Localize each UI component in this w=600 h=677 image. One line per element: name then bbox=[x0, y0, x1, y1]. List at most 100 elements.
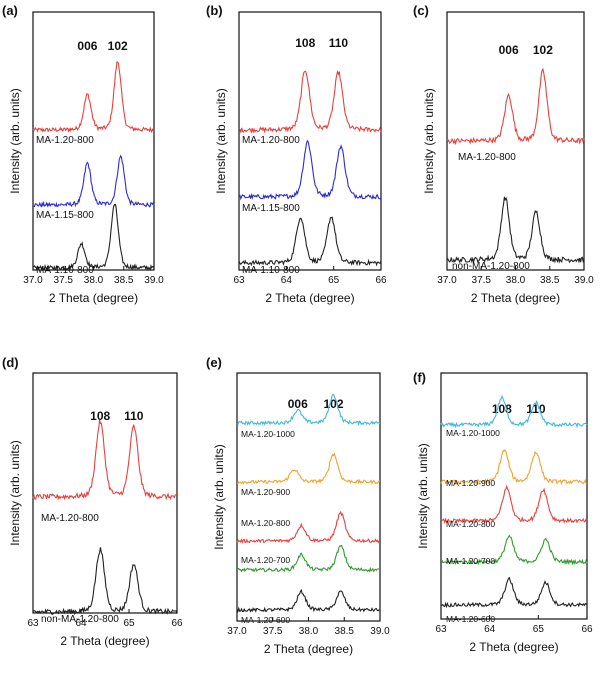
series-label: non-MA-1.20-800 bbox=[452, 261, 530, 272]
panel-label: (d) bbox=[2, 355, 19, 370]
x-tick-label: 38.5 bbox=[335, 626, 355, 637]
series-label: MA-1.20-1000 bbox=[446, 428, 500, 438]
series-label: MA-1.20-1000 bbox=[241, 429, 295, 439]
peak-label-006: 006 bbox=[499, 43, 519, 57]
x-axis-label: 2 Theta (degree) bbox=[471, 291, 560, 305]
trace-MA-1.20-700 bbox=[440, 534, 588, 566]
y-axis-label: Intensity (arb. units) bbox=[8, 88, 22, 193]
trace-MA-1.20-800 bbox=[236, 510, 381, 544]
trace-MA-1.20-900 bbox=[440, 449, 588, 486]
trace-MA-1.15-800 bbox=[238, 139, 382, 201]
x-axis-label: 2 Theta (degree) bbox=[469, 640, 558, 654]
x-tick-label: 38.0 bbox=[506, 275, 526, 286]
panel-label: (f) bbox=[413, 370, 426, 385]
peak-label-110: 110 bbox=[329, 36, 349, 50]
series-label: non-MA-1.20-800 bbox=[41, 614, 119, 625]
series-label: MA-1.20-800 bbox=[242, 135, 300, 146]
x-tick-label: 64 bbox=[484, 624, 496, 635]
x-tick-label: 63 bbox=[233, 275, 245, 286]
y-axis-label: Intensity (arb. units) bbox=[422, 88, 436, 193]
series-label: MA-1.20-800 bbox=[41, 513, 99, 524]
x-tick-label: 39.0 bbox=[574, 275, 594, 286]
plot-frame bbox=[236, 372, 381, 622]
peak-label-102: 102 bbox=[533, 43, 553, 57]
x-axis-label: 2 Theta (degree) bbox=[265, 291, 354, 305]
trace-MA-1.20-800 bbox=[238, 69, 382, 134]
x-tick-label: 38.0 bbox=[299, 626, 319, 637]
x-tick-label: 65 bbox=[123, 618, 135, 629]
panel-c: (c) 37.0 37.5 38.0 38.5 39.0 2 Theta (degree) I… bbox=[413, 3, 594, 305]
x-axis-label: 2 Theta (degree) bbox=[49, 291, 138, 305]
panel-label: (c) bbox=[413, 3, 429, 18]
x-tick-label: 37.5 bbox=[472, 275, 492, 286]
peak-label-102: 102 bbox=[324, 397, 344, 411]
x-tick-label: 66 bbox=[581, 624, 593, 635]
series-label: MA-1.20-700 bbox=[241, 555, 290, 565]
x-tick-label: 63 bbox=[435, 624, 447, 635]
trace-MA-1.20-800 bbox=[32, 419, 178, 501]
x-tick-label: 65 bbox=[328, 275, 340, 286]
series-label: MA-1.20-900 bbox=[446, 478, 495, 488]
series-label: MA-1.20-800 bbox=[241, 518, 290, 528]
x-tick-label: 37.0 bbox=[227, 626, 247, 637]
trace-MA-1.15-800 bbox=[33, 154, 155, 208]
series-label: MA-1.20-600 bbox=[241, 615, 290, 625]
x-axis-label: 2 Theta (degree) bbox=[264, 642, 353, 656]
x-tick-label: 66 bbox=[171, 618, 183, 629]
y-axis-label: Intensity (arb. units) bbox=[212, 444, 226, 549]
series-label: MA-1.20-800 bbox=[458, 152, 516, 163]
trace-MA-1.20-600 bbox=[236, 588, 380, 614]
x-tick-label: 63 bbox=[27, 618, 39, 629]
series-label: MA-1.20-900 bbox=[241, 487, 290, 497]
trace-MA-1.10-800 bbox=[32, 203, 155, 272]
x-tick-label: 37.5 bbox=[54, 275, 74, 286]
trace-non-MA-1.20-800 bbox=[446, 196, 585, 265]
series-label: MA-1.10-800 bbox=[242, 265, 300, 276]
x-tick-label: 37.5 bbox=[263, 626, 283, 637]
series-label: MA-1.15-800 bbox=[242, 203, 300, 214]
panel-label: (b) bbox=[206, 3, 223, 18]
x-tick-label: 38.5 bbox=[540, 275, 560, 286]
trace-MA-1.20-800 bbox=[32, 61, 155, 134]
plot-frame bbox=[440, 372, 588, 620]
x-tick-label: 37.0 bbox=[437, 275, 457, 286]
x-tick-label: 37.0 bbox=[23, 275, 43, 286]
trace-MA-1.20-800 bbox=[440, 484, 588, 524]
series-label: MA-1.15-800 bbox=[36, 210, 94, 221]
y-axis-label: Intensity (arb. units) bbox=[416, 443, 430, 548]
y-axis-label: Intensity (arb. units) bbox=[214, 88, 228, 193]
series-label: MA-1.20-800 bbox=[36, 135, 94, 146]
peak-label-006: 006 bbox=[77, 39, 97, 53]
trace-non-MA-1.20-800 bbox=[32, 547, 178, 616]
trace-MA-1.20-1000 bbox=[236, 394, 381, 427]
plot-frame bbox=[32, 372, 178, 614]
panel-f: (f) 63 64 65 66 2 Theta (degree) Intensity (ar… bbox=[413, 370, 593, 654]
panel-b: (b) 63 64 65 66 2 Theta (degree) Intensity (ar… bbox=[206, 3, 387, 305]
peak-label-110: 110 bbox=[124, 409, 144, 423]
panel-label: (e) bbox=[206, 355, 222, 370]
series-label: MA-1.10-800 bbox=[36, 265, 94, 276]
x-tick-label: 64 bbox=[75, 618, 87, 629]
trace-MA-1.20-700 bbox=[236, 544, 381, 573]
x-tick-label: 65 bbox=[533, 624, 545, 635]
x-tick-label: 38.0 bbox=[84, 275, 104, 286]
x-tick-label: 38.5 bbox=[114, 275, 134, 286]
peak-label-108: 108 bbox=[295, 36, 315, 50]
trace-MA-1.20-1000 bbox=[440, 394, 588, 429]
trace-MA-1.20-800 bbox=[446, 67, 585, 146]
trace-MA-1.20-900 bbox=[236, 452, 381, 486]
x-tick-label: 39.0 bbox=[370, 626, 390, 637]
peak-label-108: 108 bbox=[90, 409, 110, 423]
panel-e: (e) 37.0 37.5 38.0 38.5 39.0 2 Theta (degree) I… bbox=[206, 355, 390, 656]
x-tick-label: 66 bbox=[375, 275, 387, 286]
trace-MA-1.10-800 bbox=[238, 216, 382, 267]
peak-label-006: 006 bbox=[288, 397, 308, 411]
series-label: MA-1.20-800 bbox=[446, 519, 495, 529]
panel-a: (a) 37.0 37.5 38.0 38.5 39.0 2 Theta (degree) I… bbox=[2, 3, 164, 305]
x-tick-label: 64 bbox=[281, 275, 293, 286]
peak-label-102: 102 bbox=[108, 39, 128, 53]
series-label: MA-1.20-600 bbox=[446, 614, 495, 624]
plot-frame bbox=[238, 11, 382, 271]
panel-d: (d) 63 64 65 66 2 Theta (degree) Intensity (ar… bbox=[2, 355, 183, 648]
